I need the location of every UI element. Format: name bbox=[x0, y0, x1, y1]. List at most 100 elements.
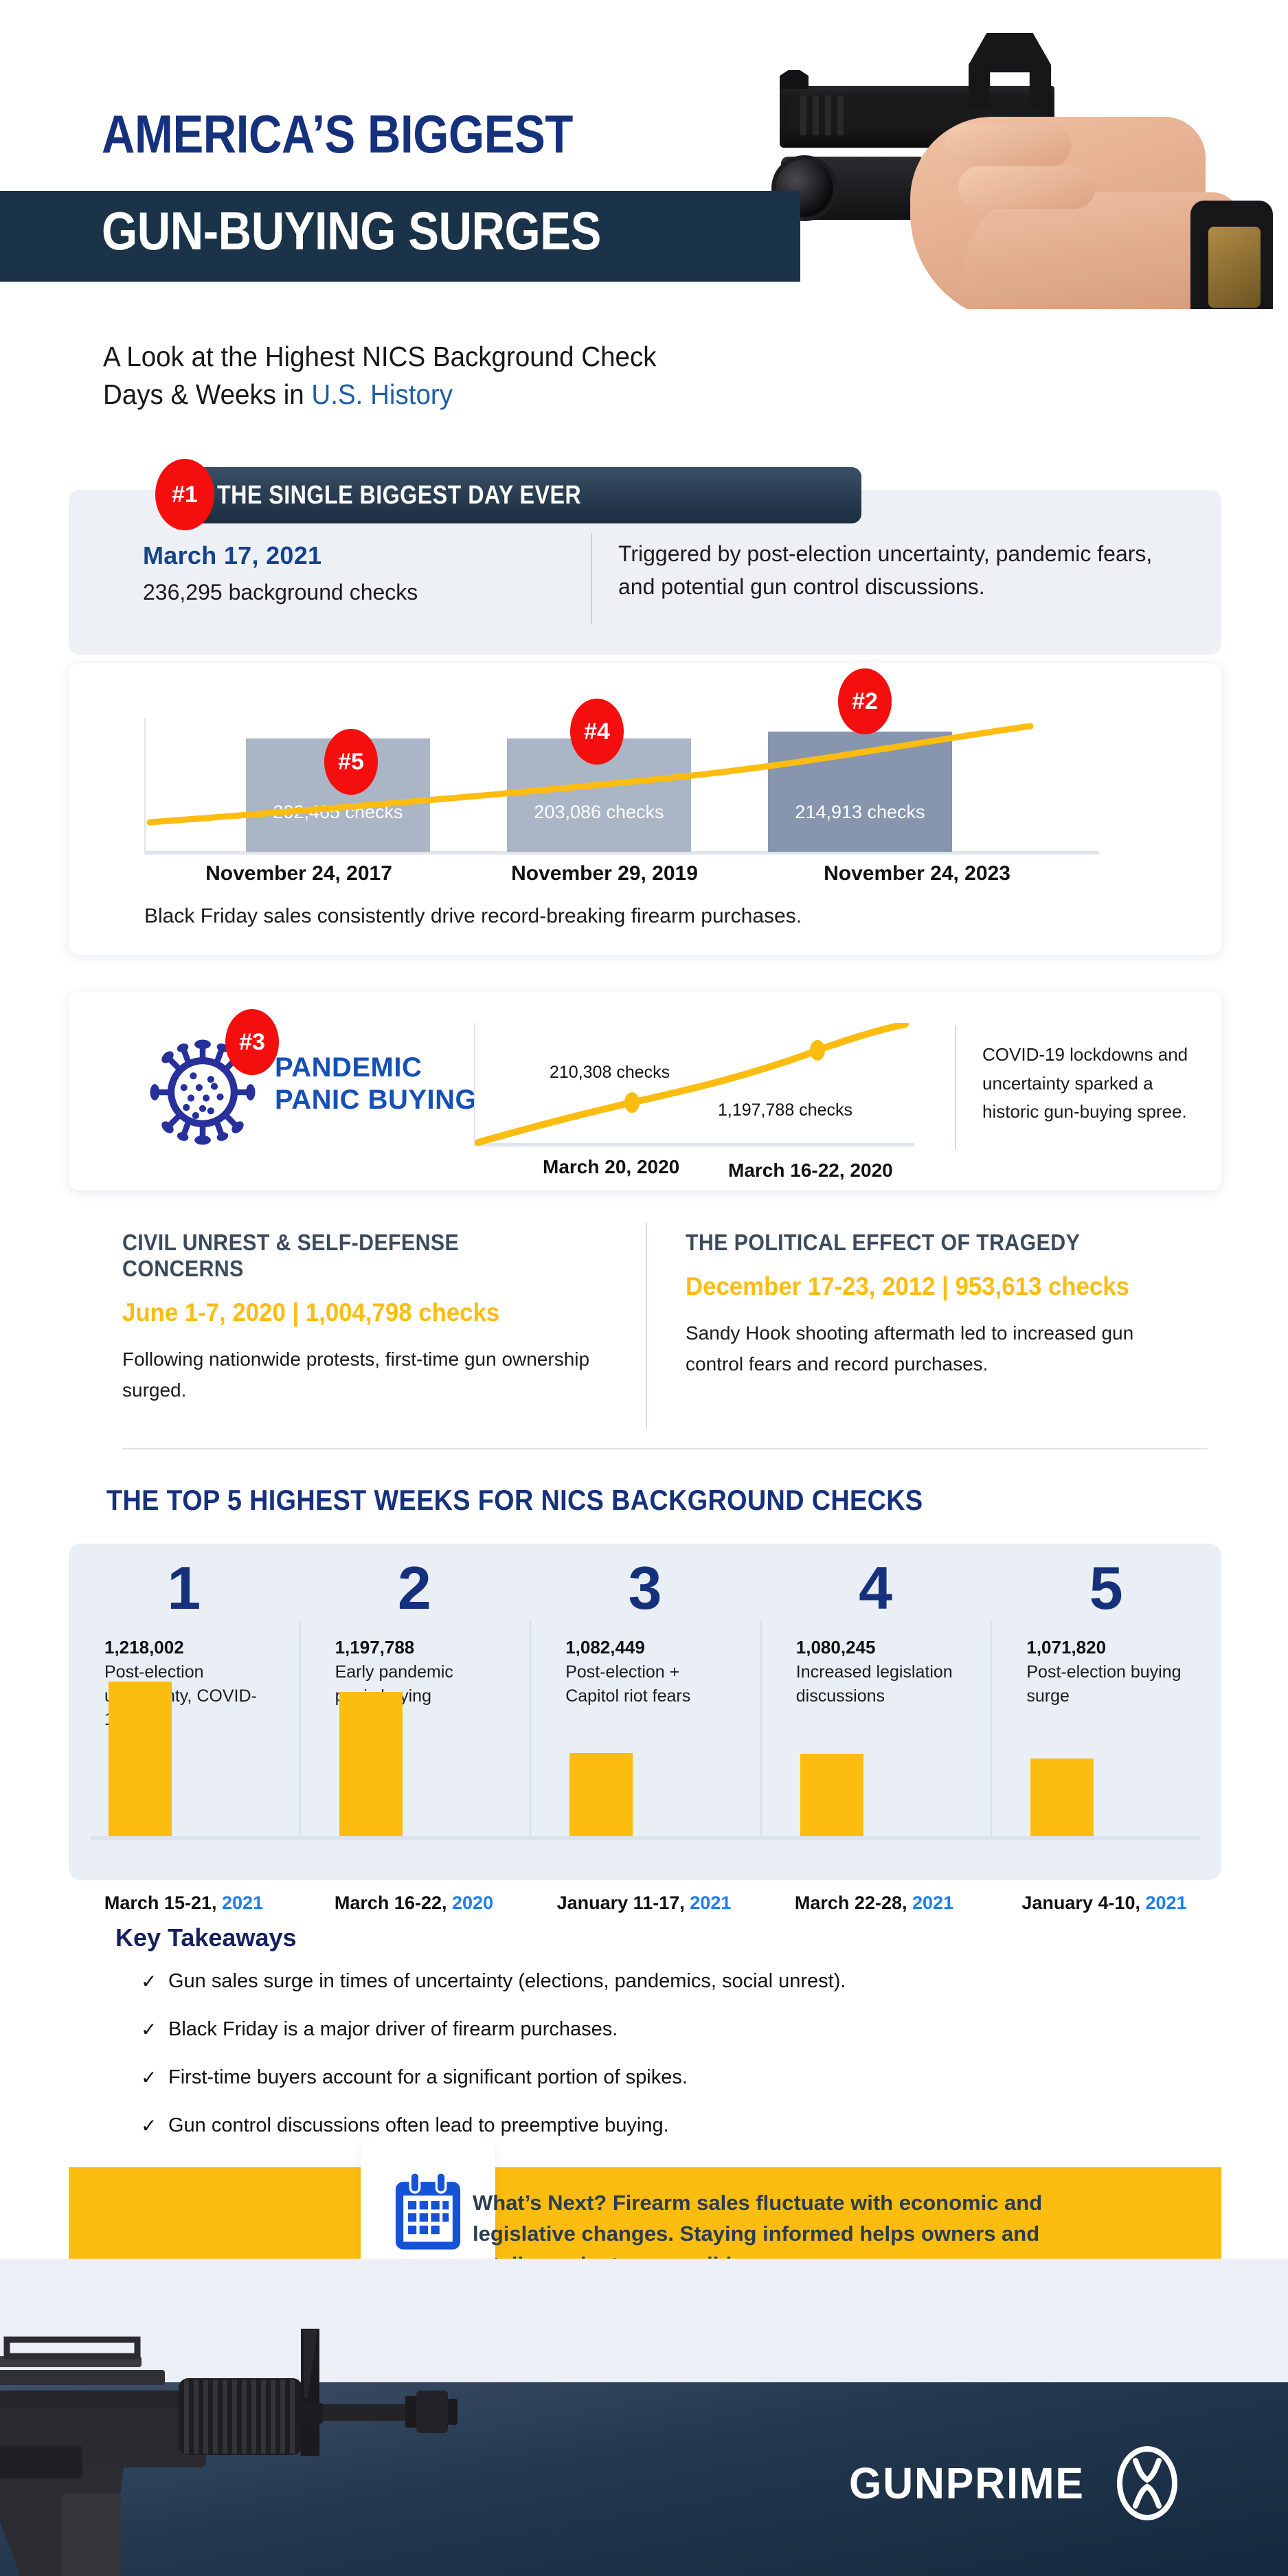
watch-face-shape bbox=[1208, 227, 1261, 308]
check-icon: ✓ bbox=[141, 2019, 157, 2040]
political-tragedy-body: Sandy Hook shooting aftermath led to inc… bbox=[686, 1322, 1134, 1375]
check-icon: ✓ bbox=[141, 2067, 157, 2088]
pandemic-point1-value: 210,308 checks bbox=[550, 1063, 670, 1082]
x-label-2017: November 24, 2017 bbox=[205, 862, 392, 885]
chart-x-axis bbox=[144, 851, 1099, 855]
top5-value-1: 1,218,002 bbox=[104, 1637, 184, 1658]
ar15-rifle-photo bbox=[0, 2329, 457, 2576]
bar-value-label-2017: 202,465 checks bbox=[273, 802, 403, 822]
takeaway-text-2: Black Friday is a major driver of firear… bbox=[168, 2018, 618, 2040]
page-subtitle: A Look at the Highest NICS Background Ch… bbox=[103, 338, 657, 414]
top5-item-4: 4 1,080,245 Increased legislation discus… bbox=[760, 1544, 991, 1880]
single-day-banner-title: THE SINGLE BIGGEST DAY EVER bbox=[217, 480, 582, 510]
single-day-left-block: March 17, 2021 236,295 background checks bbox=[143, 541, 418, 605]
top5-date-1: March 15-21, 2021 bbox=[69, 1893, 299, 1914]
top5-bar-3 bbox=[569, 1753, 633, 1838]
title-navy-band bbox=[0, 191, 800, 282]
pandemic-chart: 210,308 checks 1,197,788 checks bbox=[474, 1023, 914, 1146]
subtitle-line-2: Days & Weeks in U.S. History bbox=[103, 376, 657, 414]
top5-bar-5 bbox=[1030, 1759, 1094, 1838]
bar-2023: 214,913 checks bbox=[768, 732, 952, 852]
takeaway-text-4: Gun control discussions often lead to pr… bbox=[168, 2114, 669, 2136]
column-political-tragedy: THE POLITICAL EFFECT OF TRAGEDY December… bbox=[686, 1230, 1160, 1380]
takeaway-item-2: ✓ Black Friday is a major driver of fire… bbox=[141, 2018, 1171, 2041]
top5-date-1-month: March 15-21, bbox=[104, 1893, 217, 1913]
civil-unrest-body: Following nationwide protests, first-tim… bbox=[122, 1348, 590, 1401]
top5-rank-5: 5 bbox=[1089, 1554, 1123, 1622]
top5-date-5: January 4-10, 2021 bbox=[989, 1893, 1219, 1914]
top5-rank-2: 2 bbox=[397, 1554, 431, 1622]
top5-desc-5: Post-election buying surge bbox=[1026, 1662, 1182, 1706]
pandemic-title-line-2: PANIC BUYING bbox=[275, 1085, 477, 1116]
top5-item-5: 5 1,071,820 Post-election buying surge bbox=[991, 1544, 1221, 1880]
pandemic-note: COVID-19 lockdowns and uncertainty spark… bbox=[982, 1044, 1188, 1122]
top5-rank-1: 1 bbox=[167, 1554, 201, 1622]
civil-unrest-heading: CIVIL UNREST & SELF-DEFENSE CONCERNS bbox=[122, 1230, 460, 1281]
key-takeaways-title: Key Takeaways bbox=[115, 1923, 297, 1952]
top5-date-3: January 11-17, 2021 bbox=[529, 1893, 759, 1914]
top5-desc-1: Post-election uncertainty, COVID-19 bbox=[104, 1662, 257, 1729]
subtitle-accent-link[interactable]: U.S. History bbox=[311, 379, 453, 411]
single-day-checks: 236,295 background checks bbox=[143, 580, 418, 605]
top5-date-2: March 16-22, 2020 bbox=[299, 1893, 529, 1914]
top5-date-2-month: March 16-22, bbox=[334, 1893, 447, 1913]
brand-name: GUNPRIME bbox=[849, 2459, 1085, 2508]
rank-badge-4: #4 bbox=[570, 699, 624, 765]
check-icon: ✓ bbox=[141, 2115, 157, 2136]
crosshair-circle-icon bbox=[1117, 2446, 1177, 2520]
top5-value-3: 1,082,449 bbox=[565, 1637, 645, 1658]
calendar-icon bbox=[395, 2171, 461, 2250]
x-label-2019: November 29, 2019 bbox=[511, 862, 698, 885]
page-title-line-1: AMERICA’S BIGGEST bbox=[102, 104, 573, 164]
top5-date-4-month: March 22-28, bbox=[794, 1893, 907, 1913]
top5-value-2: 1,197,788 bbox=[335, 1637, 415, 1658]
footer-logo: GUNPRIME bbox=[849, 2445, 1178, 2521]
political-tragedy-stat: December 17-23, 2012 | 953,613 checks bbox=[686, 1272, 1129, 1300]
rank-badge-2: #2 bbox=[838, 668, 892, 734]
hero-section: AMERICA’S BIGGEST GUN-BUYING SURGES bbox=[0, 0, 1288, 323]
top5-value-4: 1,080,245 bbox=[795, 1637, 876, 1658]
top5-desc-4: Increased legislation discussions bbox=[795, 1662, 953, 1706]
top5-x-axis bbox=[91, 1836, 1199, 1840]
rank-badge-5: #5 bbox=[324, 729, 378, 795]
pandemic-point2-date: March 16-22, 2020 bbox=[728, 1160, 893, 1181]
bar-value-label-2019: 203,086 checks bbox=[534, 802, 664, 822]
takeaway-item-3: ✓ First-time buyers account for a signif… bbox=[141, 2066, 1171, 2089]
top5-date-5-month: January 4-10, bbox=[1021, 1893, 1140, 1913]
pandemic-point2-value: 1,197,788 checks bbox=[718, 1100, 852, 1120]
pandemic-x-axis bbox=[474, 1143, 914, 1146]
x-label-2023: November 24, 2023 bbox=[824, 862, 1010, 885]
top5-bar-1 bbox=[109, 1682, 172, 1838]
single-day-divider bbox=[591, 533, 592, 624]
column-civil-unrest: CIVIL UNREST & SELF-DEFENSE CONCERNS Jun… bbox=[122, 1230, 596, 1406]
bar-value-label-2023: 214,913 checks bbox=[795, 802, 925, 822]
top5-date-2-year: 2020 bbox=[452, 1893, 494, 1913]
pistol-front-sight bbox=[780, 70, 809, 89]
top5-desc-3: Post-election + Capitol riot fears bbox=[565, 1662, 691, 1706]
black-friday-section: 202,465 checks 203,086 checks 214,913 ch… bbox=[69, 663, 1221, 955]
top5-card: 1 1,218,002 Post-election uncertainty, C… bbox=[69, 1544, 1221, 1880]
rank-badge-3: #3 bbox=[225, 1009, 279, 1075]
top5-date-3-year: 2021 bbox=[690, 1893, 732, 1913]
top5-section-title: THE TOP 5 HIGHEST WEEKS FOR NICS BACKGRO… bbox=[106, 1484, 923, 1516]
two-column-divider bbox=[646, 1223, 647, 1429]
top5-bar-4 bbox=[800, 1754, 863, 1838]
key-takeaways-list: ✓ Gun sales surge in times of uncertaint… bbox=[141, 1970, 1171, 2162]
top5-rank-4: 4 bbox=[859, 1554, 893, 1622]
black-friday-x-labels: November 24, 2017 November 29, 2019 Nove… bbox=[144, 862, 1099, 885]
top5-date-4: March 22-28, 2021 bbox=[759, 1893, 989, 1914]
pandemic-y-axis bbox=[474, 1023, 475, 1146]
pandemic-point1-date: March 20, 2020 bbox=[543, 1156, 680, 1177]
top5-columns: 1 1,218,002 Post-election uncertainty, C… bbox=[69, 1544, 1221, 1880]
pandemic-line-icon bbox=[475, 1023, 909, 1146]
pandemic-section: #3 PANDEMIC PANIC BUYING 210,308 checks … bbox=[69, 991, 1221, 1190]
top5-date-5-year: 2021 bbox=[1145, 1893, 1187, 1913]
pandemic-title: PANDEMIC PANIC BUYING bbox=[275, 1052, 477, 1116]
section-divider-rule bbox=[122, 1448, 1208, 1449]
top5-item-3: 3 1,082,449 Post-election + Capitol riot… bbox=[530, 1544, 760, 1880]
top5-value-5: 1,071,820 bbox=[1026, 1637, 1107, 1658]
takeaway-text-3: First-time buyers account for a signific… bbox=[168, 2066, 688, 2088]
top5-date-4-year: 2021 bbox=[912, 1893, 954, 1913]
takeaway-text-1: Gun sales surge in times of uncertainty … bbox=[168, 1970, 846, 1992]
